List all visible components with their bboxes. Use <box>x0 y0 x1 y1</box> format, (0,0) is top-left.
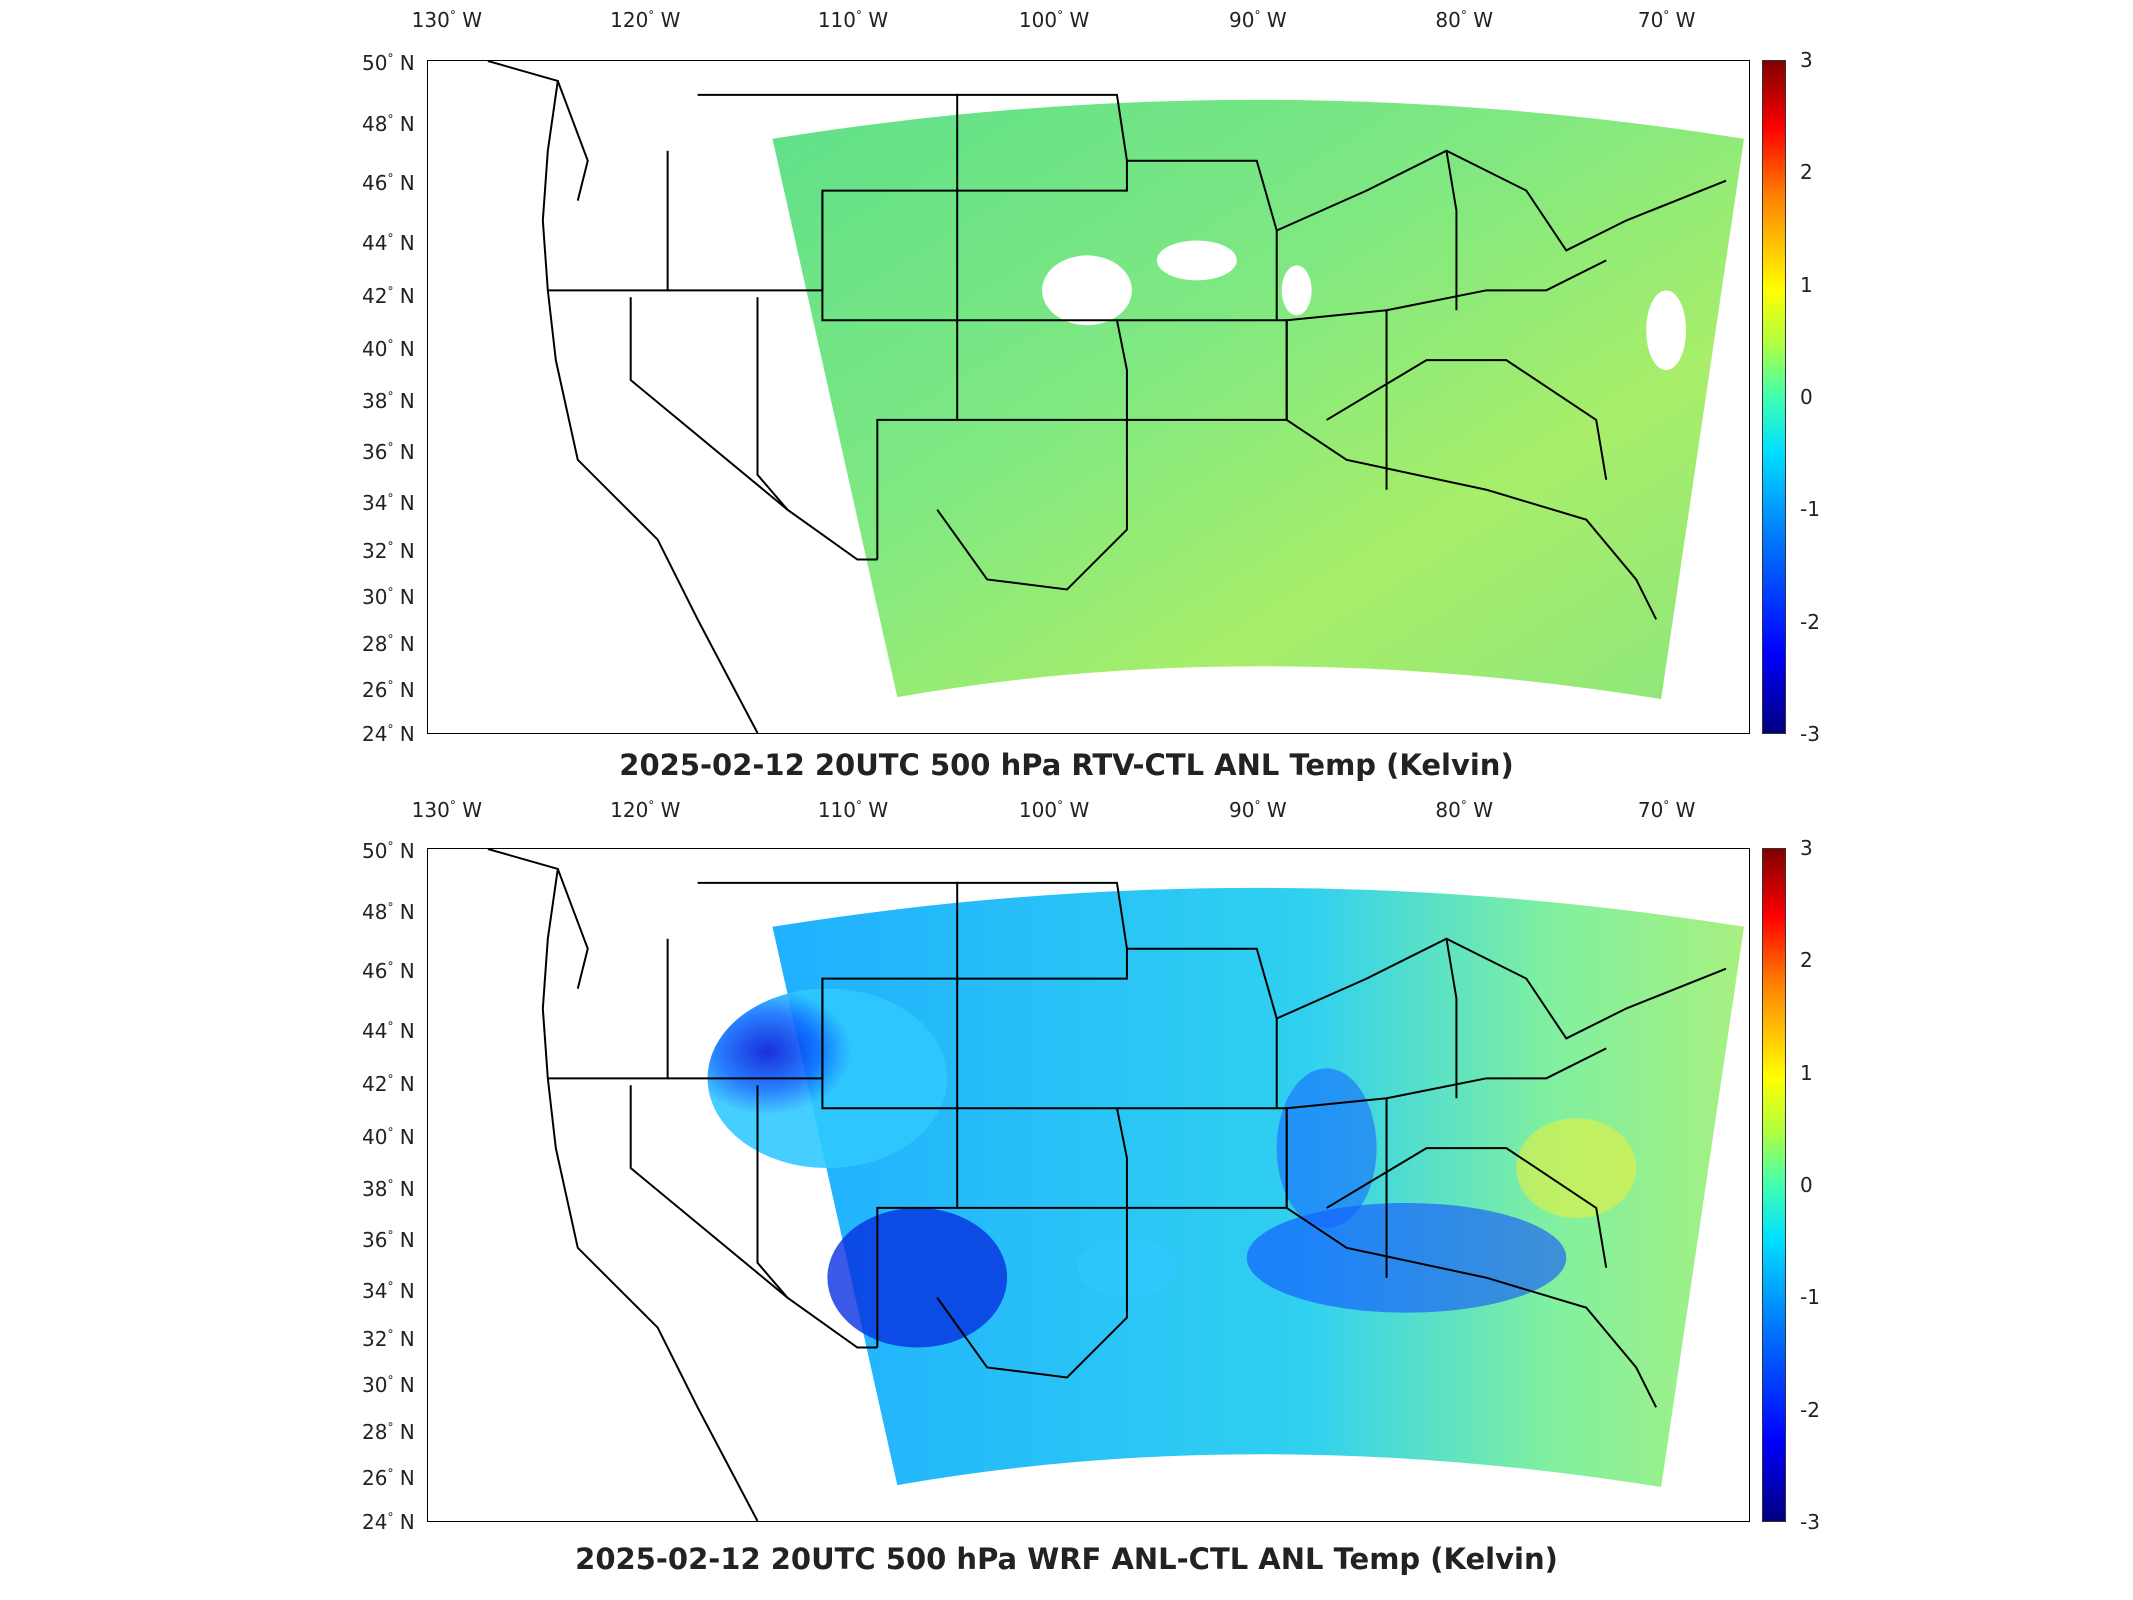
latitude-label: 46° N <box>362 959 415 984</box>
latitude-label: 40° N <box>362 337 415 362</box>
latitude-label: 50° N <box>362 839 415 864</box>
data-domain-top <box>772 99 1745 700</box>
colorbar-tick-label: 3 <box>1800 48 1813 72</box>
data-domain-bottom <box>772 887 1745 1488</box>
latitude-label: 40° N <box>362 1125 415 1150</box>
panel-title-bottom: 2025-02-12 20UTC 500 hPa WRF ANL-CTL ANL… <box>575 1542 1558 1576</box>
map-svg-top <box>487 61 1745 733</box>
latitude-label: 32° N <box>362 1327 415 1352</box>
longitude-label: 110° W <box>817 8 889 32</box>
longitude-label: 120° W <box>610 8 681 32</box>
latitude-label: 34° N <box>362 490 415 515</box>
longitude-label: 80° W <box>1435 8 1494 32</box>
map-panel-bottom: 130° W 120° W 110° W 100° W 90° W 80° W 70° W <box>0 790 2133 1600</box>
colorbar-tick-label: -3 <box>1800 1510 1820 1534</box>
longitude-axis-top: 130° W 120° W 110° W 100° W 90° W 80° W 70° W <box>0 0 2133 40</box>
longitude-label: 130° W <box>411 8 483 32</box>
longitude-label: 110° W <box>817 798 889 822</box>
colorbar-tick-label: 1 <box>1800 1060 1813 1085</box>
latitude-label: 46° N <box>362 171 415 196</box>
longitude-label: 90° W <box>1229 8 1287 32</box>
latitude-label: 48° N <box>362 900 415 925</box>
map-plot-top <box>427 60 1750 734</box>
latitude-label: 36° N <box>362 1228 415 1253</box>
colorbar-tick-label: 0 <box>1800 385 1813 409</box>
latitude-label: 24° N <box>362 722 415 746</box>
map-svg-bottom <box>487 849 1745 1521</box>
longitude-label: 130° W <box>411 798 483 822</box>
map-plot-bottom <box>427 848 1750 1522</box>
latitude-label: 26° N <box>362 1466 415 1491</box>
latitude-label: 36° N <box>362 440 415 465</box>
latitude-label: 34° N <box>362 1278 415 1303</box>
longitude-label: 100° W <box>1018 798 1090 822</box>
latitude-label: 28° N <box>362 1419 415 1444</box>
latitude-label: 30° N <box>362 585 415 610</box>
latitude-label: 28° N <box>362 631 415 656</box>
latitude-label: 26° N <box>362 678 415 703</box>
colorbar-tick-label: -1 <box>1800 1285 1820 1310</box>
longitude-label: 70° W <box>1637 798 1696 822</box>
longitude-label: 90° W <box>1229 798 1287 822</box>
latitude-label: 42° N <box>362 1071 415 1096</box>
latitude-label: 32° N <box>362 539 415 564</box>
colorbar-tick-label: -1 <box>1800 497 1820 522</box>
colorbar-top <box>1762 60 1786 734</box>
latitude-label: 48° N <box>362 112 415 137</box>
colorbar-tick-label: 3 <box>1800 836 1813 860</box>
colorbar-tick-label: 2 <box>1800 948 1813 973</box>
latitude-label: 44° N <box>362 1018 415 1043</box>
colorbar-tick-label: -2 <box>1800 609 1820 634</box>
longitude-label: 100° W <box>1018 8 1090 32</box>
colorbar-tick-label: 1 <box>1800 272 1813 297</box>
colorbar-bottom <box>1762 848 1786 1522</box>
latitude-label: 42° N <box>362 283 415 308</box>
latitude-label: 30° N <box>362 1373 415 1398</box>
latitude-label: 44° N <box>362 230 415 255</box>
longitude-label: 80° W <box>1435 798 1494 822</box>
colorbar-tick-label: -2 <box>1800 1397 1820 1422</box>
colorbar-tick-label: -3 <box>1800 722 1820 746</box>
map-panel-top: 130° W 120° W 110° W 100° W 90° W 80° W 70° W <box>0 0 2133 790</box>
longitude-axis-bottom: 130° W 120° W 110° W 100° W 90° W 80° W 70° W <box>0 790 2133 830</box>
longitude-label: 70° W <box>1637 8 1696 32</box>
latitude-label: 24° N <box>362 1510 415 1534</box>
panel-title-top: 2025-02-12 20UTC 500 hPa RTV-CTL ANL Tem… <box>619 748 1514 782</box>
colorbar-tick-label: 0 <box>1800 1173 1813 1197</box>
latitude-label: 38° N <box>362 1177 415 1202</box>
latitude-label: 50° N <box>362 51 415 76</box>
colorbar-tick-label: 2 <box>1800 160 1813 185</box>
latitude-label: 38° N <box>362 389 415 414</box>
longitude-label: 120° W <box>610 798 681 822</box>
